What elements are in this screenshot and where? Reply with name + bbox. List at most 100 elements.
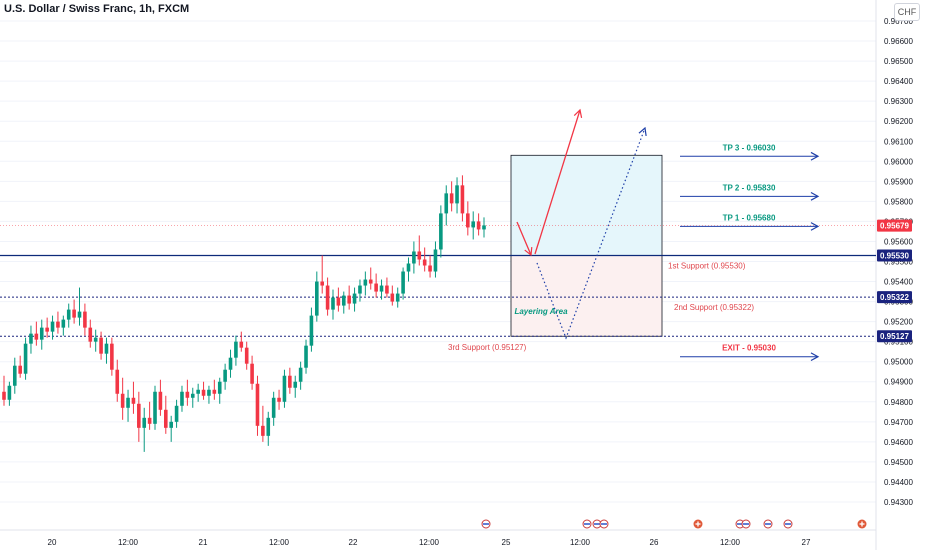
y-tick-label: 0.94700 (884, 418, 913, 427)
blue-dotted-path (536, 127, 646, 340)
candle-body (379, 285, 384, 292)
x-tick-label: 12:00 (419, 538, 440, 547)
candle-body (347, 295, 351, 304)
current-price-tag-bg (877, 219, 912, 232)
candle-body (341, 295, 346, 306)
blue-arrowhead (638, 126, 647, 137)
candle-body (99, 337, 103, 354)
support-label: 1st Support (0.95530) (668, 261, 746, 270)
candle-body (77, 311, 82, 318)
y-tick-label: 0.96200 (884, 117, 913, 126)
x-tick-label: 26 (650, 538, 659, 547)
x-tick-label: 20 (48, 538, 57, 547)
candle-body (234, 341, 238, 358)
candle-body (331, 297, 335, 310)
candle-body (455, 185, 459, 204)
layering-area-label: Layering Area (514, 307, 568, 316)
candle-body (217, 381, 222, 394)
red-up-arrow (534, 109, 581, 255)
candle-body (110, 343, 114, 370)
candle-body (390, 293, 395, 302)
target-label: EXIT - 0.95030 (722, 344, 776, 353)
candle-body (34, 333, 39, 340)
candle-body (422, 259, 427, 266)
y-tick-label: 0.95400 (884, 278, 913, 287)
y-tick-label: 0.96400 (884, 77, 913, 86)
target-label: TP 1 - 0.95680 (723, 213, 776, 222)
level-price-tag: 0.95322 (880, 293, 909, 302)
candle-body (266, 417, 271, 436)
candle-body (471, 221, 476, 228)
level-price-tag-bg (877, 330, 912, 343)
candle-body (115, 369, 120, 394)
candle-body (126, 397, 130, 408)
candle-body (428, 265, 432, 272)
candle-body (417, 251, 422, 260)
x-tick-label: 21 (199, 538, 208, 547)
target-zone (510, 154, 663, 256)
y-tick-label: 0.96000 (884, 157, 913, 166)
y-tick-label: 0.95000 (884, 358, 913, 367)
support-label: 3rd Support (0.95127) (448, 343, 527, 352)
candle-body (320, 281, 325, 286)
candle-body (439, 213, 443, 250)
candle-body (315, 281, 319, 316)
candle-body (142, 417, 147, 428)
candle-body (72, 309, 76, 318)
candle-body (223, 369, 227, 382)
symbol-title: U.S. Dollar / Swiss Franc, 1h, FXCM (4, 3, 190, 15)
candle-body (401, 271, 405, 294)
y-tick-label: 0.94600 (884, 438, 913, 447)
candle-body (207, 389, 211, 396)
current-price-tag: 0.95679 (880, 222, 909, 231)
candle-body (2, 391, 6, 400)
x-tick-label: 12:00 (269, 538, 290, 547)
candle-body (244, 347, 249, 364)
candle-body (158, 391, 163, 410)
currency-badge[interactable]: CHF (894, 3, 920, 21)
candle-body (395, 293, 400, 302)
candle-body (288, 375, 292, 388)
candle-body (261, 425, 265, 436)
y-tick-label: 0.95800 (884, 197, 913, 206)
candle-body (185, 391, 190, 398)
candle-body (29, 333, 33, 344)
candle-body (196, 389, 200, 394)
candle-body (147, 417, 152, 424)
x-tick-label: 12:00 (720, 538, 741, 547)
candle-body (385, 285, 389, 294)
support-label: 2nd Support (0.95322) (674, 303, 754, 312)
level-price-tag-bg (877, 249, 912, 262)
candle-body (66, 309, 71, 320)
candle-body (201, 389, 206, 396)
y-tick-label: 0.96500 (884, 57, 913, 66)
x-tick-label: 12:00 (118, 538, 139, 547)
y-tick-label: 0.94300 (884, 498, 913, 507)
y-tick-label: 0.96100 (884, 137, 913, 146)
red-down-arrowhead (524, 246, 533, 257)
x-tick-label: 25 (502, 538, 511, 547)
candle-body (406, 263, 411, 272)
y-tick-label: 0.94900 (884, 378, 913, 387)
candle-body (358, 285, 362, 294)
y-tick-label: 0.96700 (884, 17, 913, 26)
candle-body (39, 327, 44, 340)
candle-body (466, 213, 470, 228)
candle-body (412, 251, 416, 264)
candle-body (325, 285, 330, 310)
candle-body (363, 279, 368, 286)
y-tick-label: 0.94500 (884, 458, 913, 467)
layering-zone (510, 255, 663, 337)
y-tick-label: 0.95900 (884, 177, 913, 186)
candle-body (12, 365, 17, 386)
candle-body (56, 321, 60, 328)
candle-body (460, 185, 465, 214)
candle-body (277, 397, 281, 402)
target-arrowhead (810, 352, 820, 362)
candle-body (88, 327, 93, 342)
target-label: TP 3 - 0.96030 (723, 143, 776, 152)
candle-body (449, 193, 454, 204)
x-tick-label: 12:00 (570, 538, 591, 547)
